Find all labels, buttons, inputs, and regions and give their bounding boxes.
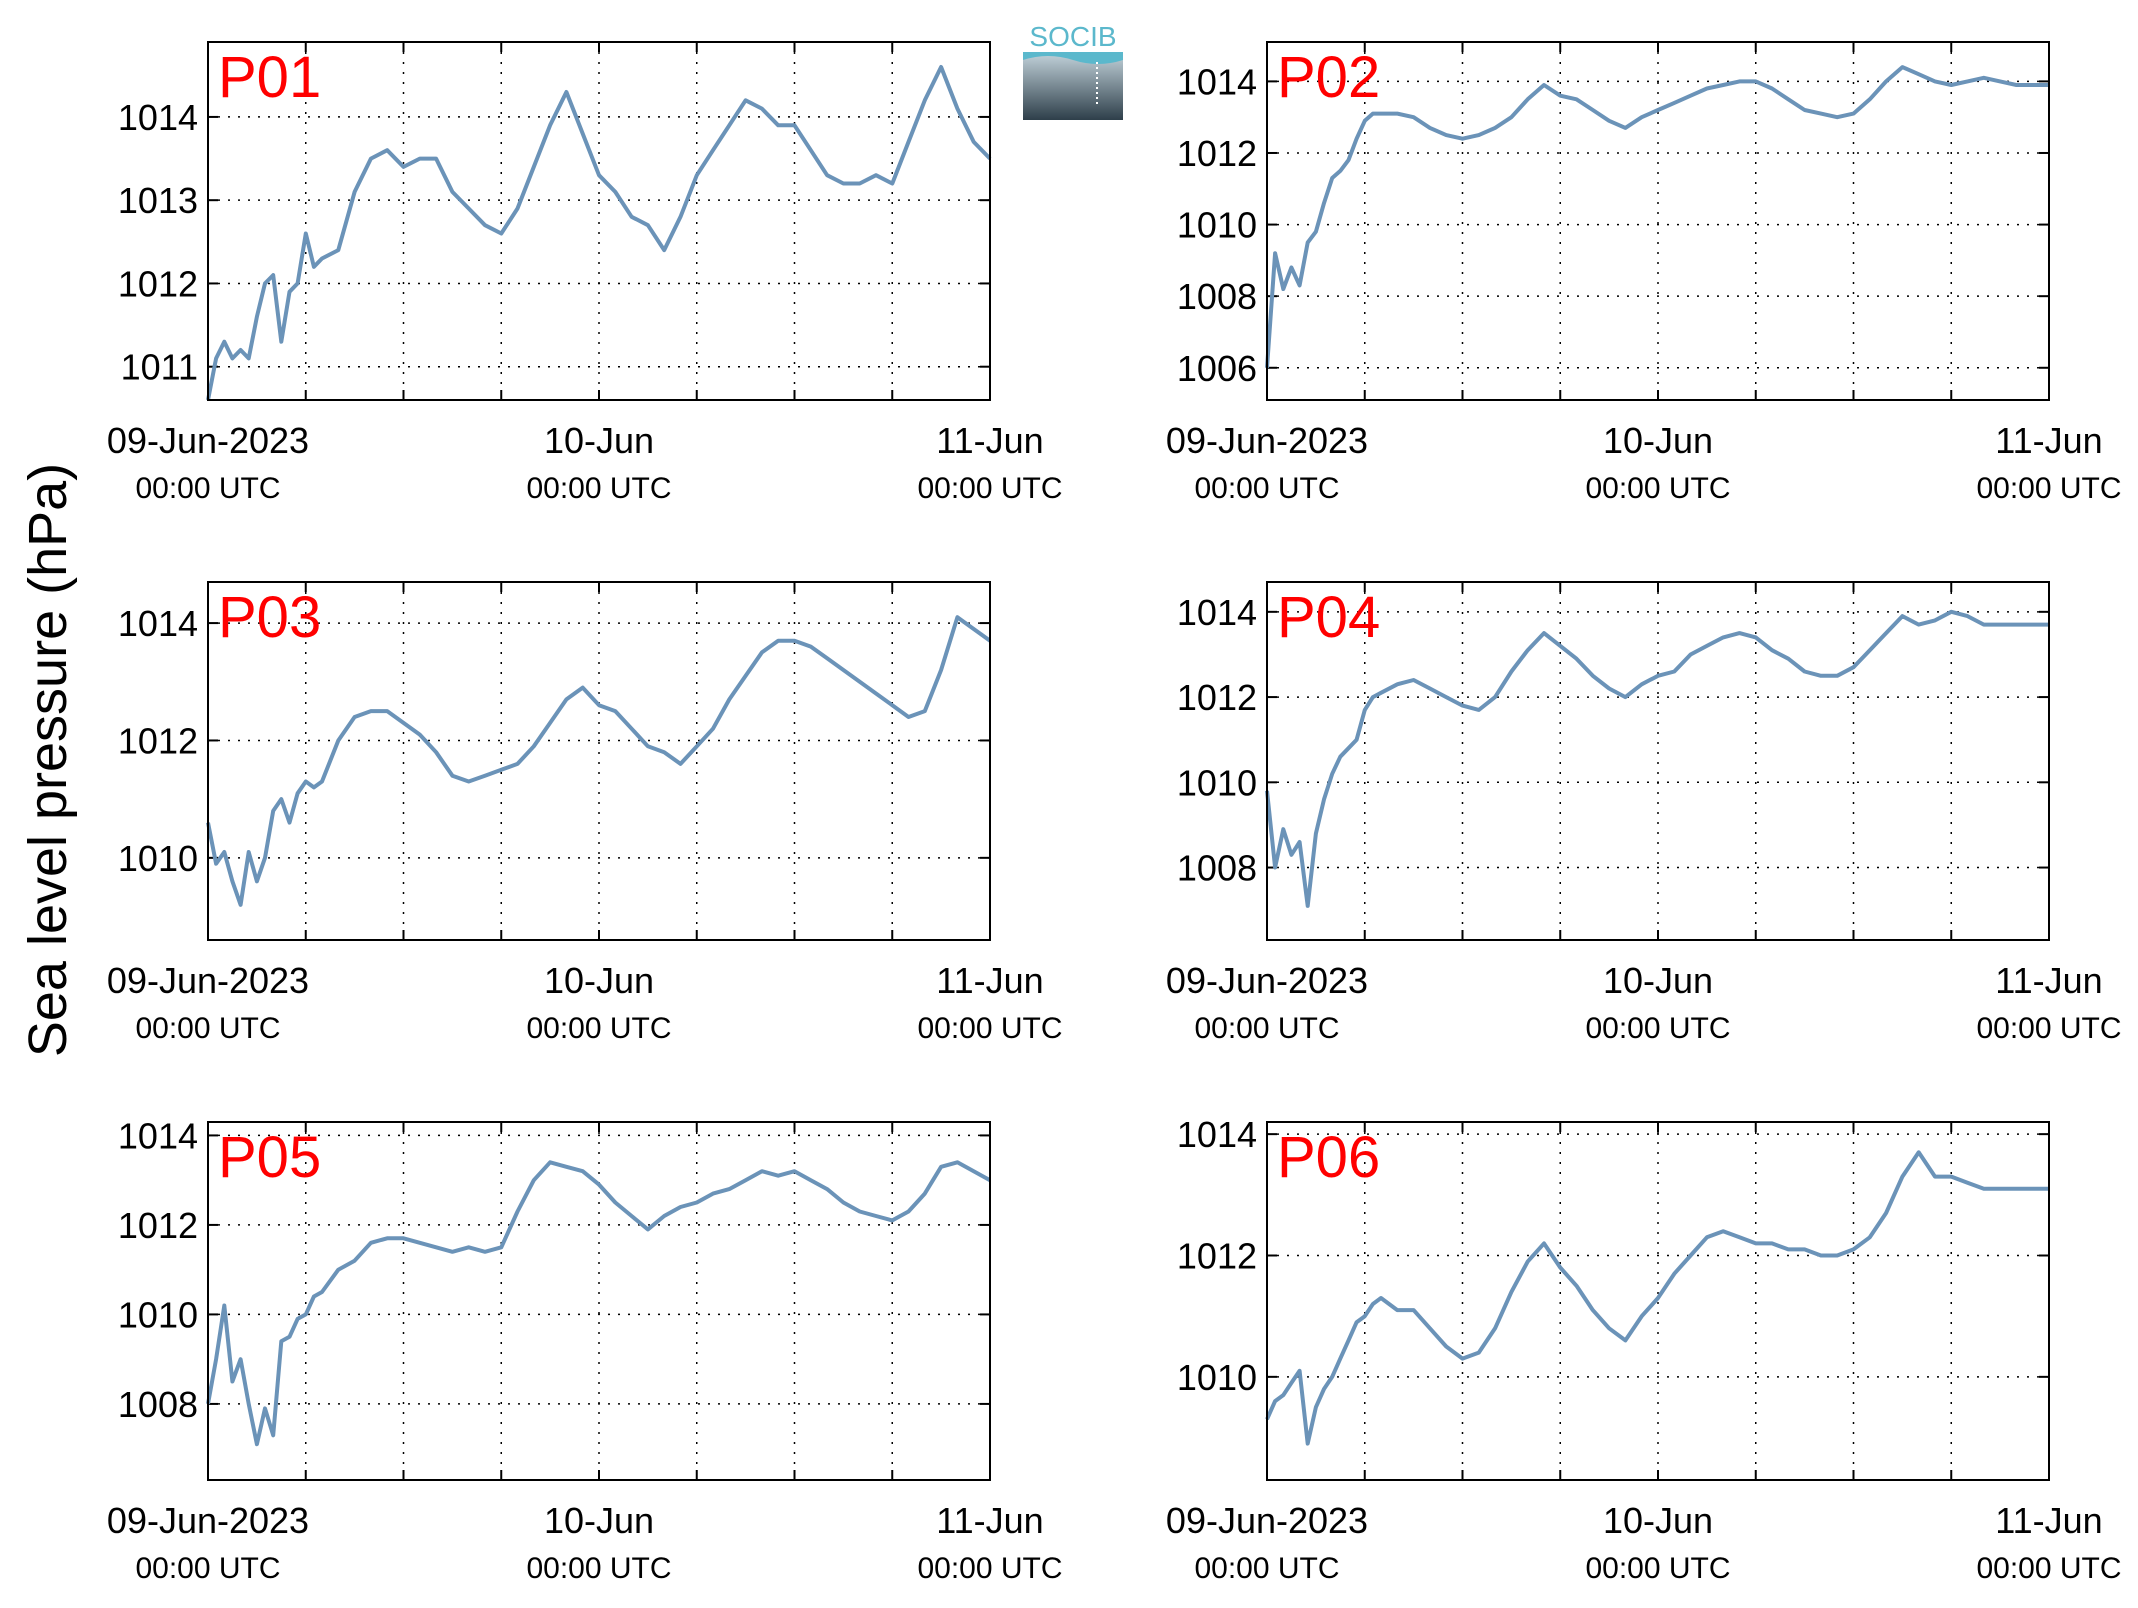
y-tick-label: 1014: [1177, 1114, 1257, 1155]
x-tick-label-time: 00:00 UTC: [1194, 1552, 1339, 1585]
y-tick-label: 1012: [118, 263, 198, 304]
y-tick-label: 1011: [121, 347, 198, 388]
y-tick-label: 1010: [118, 838, 198, 879]
y-tick-label: 1006: [1177, 348, 1257, 389]
x-tick-label-time: 00:00 UTC: [917, 1012, 1062, 1045]
panel-label: P03: [218, 585, 321, 650]
chart-panel-p02: 1006 1008 1010 1012 1014 P02 09-Jun-2023 00:00 …: [1166, 41, 2122, 505]
plot-frame: [207, 41, 991, 401]
y-tick-label: 1012: [1177, 677, 1257, 718]
y-tick-label: 1014: [1177, 592, 1257, 633]
x-tick-label-date: 09-Jun-2023: [107, 420, 309, 461]
panel-label: P06: [1277, 1125, 1380, 1190]
plot-frame: [207, 581, 991, 941]
y-tick-label: 1014: [1177, 61, 1257, 102]
panel-label: P02: [1277, 45, 1380, 110]
x-tick-label-date: 11-Jun: [936, 960, 1043, 1001]
chart-panel-p04: 1008 1010 1012 1014 P04 09-Jun-2023 00:00 UTC 1…: [1166, 581, 2122, 1045]
chart-panel-p05: 1008 1010 1012 1014 P05 09-Jun-2023 00:00 UTC 1…: [107, 1115, 1063, 1585]
x-tick-label-time: 00:00 UTC: [1976, 472, 2121, 505]
x-tick-label-time: 00:00 UTC: [135, 472, 280, 505]
y-tick-label: 1014: [118, 603, 198, 644]
panel-label: P04: [1277, 585, 1380, 650]
plot-frame: [1266, 41, 2050, 401]
chart-panel-p03: 1010 1012 1014 P03 09-Jun-2023 00:00 UTC 10-Ju…: [107, 581, 1063, 1045]
x-tick-label-time: 00:00 UTC: [526, 1012, 671, 1045]
chart-panel-p01: 1011 1012 1013 1014 P01 09-Jun-2023 00:00 UTC 1…: [107, 41, 1063, 505]
x-tick-label-time: 00:00 UTC: [135, 1012, 280, 1045]
x-tick-label-time: 00:00 UTC: [1976, 1552, 2121, 1585]
y-tick-label: 1008: [1177, 848, 1257, 889]
plot-frame: [207, 1121, 991, 1481]
plot-frame: [1266, 1121, 2050, 1481]
y-tick-label: 1012: [1177, 133, 1257, 174]
x-tick-label-date: 11-Jun: [1995, 1500, 2102, 1541]
x-tick-label-time: 00:00 UTC: [526, 1552, 671, 1585]
panel-label: P01: [218, 45, 321, 110]
series-line-p01: [206, 65, 992, 401]
x-tick-label-date: 10-Jun: [544, 1500, 654, 1541]
y-tick-label: 1010: [1177, 205, 1257, 246]
y-axis-label: Sea level pressure (hPa): [18, 463, 78, 1057]
x-tick-label-time: 00:00 UTC: [1194, 472, 1339, 505]
series-line-p06: [1265, 1150, 2049, 1446]
x-tick-label-date: 09-Jun-2023: [107, 1500, 309, 1541]
x-tick-label-time: 00:00 UTC: [1976, 1012, 2121, 1045]
x-tick-label-time: 00:00 UTC: [526, 472, 671, 505]
y-tick-label: 1008: [118, 1384, 198, 1425]
x-tick-label-date: 11-Jun: [936, 420, 1043, 461]
x-tick-label-date: 10-Jun: [544, 420, 654, 461]
x-tick-label-date: 11-Jun: [1995, 960, 2102, 1001]
y-tick-label: 1010: [1177, 762, 1257, 803]
series-line-p02: [1265, 65, 2049, 368]
y-tick-label: 1010: [118, 1294, 198, 1335]
y-tick-label: 1008: [1177, 276, 1257, 317]
x-tick-label-date: 10-Jun: [544, 960, 654, 1001]
x-tick-label-date: 09-Jun-2023: [1166, 420, 1368, 461]
x-tick-label-date: 10-Jun: [1603, 1500, 1713, 1541]
y-tick-label: 1014: [118, 1115, 198, 1156]
plot-frame: [1266, 581, 2050, 941]
x-tick-label-time: 00:00 UTC: [135, 1552, 280, 1585]
x-tick-label-date: 11-Jun: [1995, 420, 2102, 461]
x-tick-label-date: 10-Jun: [1603, 420, 1713, 461]
x-tick-label-time: 00:00 UTC: [1585, 1012, 1730, 1045]
y-tick-label: 1013: [118, 180, 198, 221]
series-line-p05: [206, 1160, 991, 1447]
x-tick-label-date: 09-Jun-2023: [1166, 1500, 1368, 1541]
y-tick-label: 1012: [118, 1205, 198, 1246]
chart-panel-p06: 1010 1012 1014 P06 09-Jun-2023 00:00 UTC 10-Ju…: [1166, 1114, 2122, 1585]
socib-logo: SOCIB: [1023, 21, 1123, 120]
y-tick-label: 1012: [1177, 1235, 1257, 1276]
x-tick-label-date: 11-Jun: [936, 1500, 1043, 1541]
x-tick-label-time: 00:00 UTC: [1585, 472, 1730, 505]
x-tick-label-time: 00:00 UTC: [1585, 1552, 1730, 1585]
y-tick-label: 1012: [118, 720, 198, 761]
y-tick-label: 1010: [1177, 1357, 1257, 1398]
x-tick-label-date: 09-Jun-2023: [1166, 960, 1368, 1001]
x-tick-label-date: 10-Jun: [1603, 960, 1713, 1001]
x-tick-label-time: 00:00 UTC: [917, 472, 1062, 505]
series-line-p04: [1265, 609, 2049, 908]
series-line-p03: [206, 615, 992, 907]
panel-label: P05: [218, 1125, 321, 1190]
y-tick-label: 1014: [118, 97, 198, 138]
x-tick-label-date: 09-Jun-2023: [107, 960, 309, 1001]
logo-wave: [1023, 52, 1123, 64]
logo-text: SOCIB: [1029, 21, 1116, 52]
x-tick-label-time: 00:00 UTC: [917, 1552, 1062, 1585]
x-tick-label-time: 00:00 UTC: [1194, 1012, 1339, 1045]
